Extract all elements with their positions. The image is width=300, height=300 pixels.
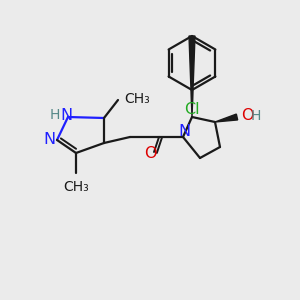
Text: CH₃: CH₃ bbox=[124, 92, 150, 106]
Text: N: N bbox=[178, 124, 190, 139]
Text: H: H bbox=[251, 109, 261, 123]
Text: N: N bbox=[60, 107, 72, 122]
Text: O: O bbox=[241, 109, 253, 124]
Polygon shape bbox=[189, 36, 195, 117]
Text: O: O bbox=[144, 146, 156, 161]
Text: H: H bbox=[50, 108, 60, 122]
Text: CH₃: CH₃ bbox=[63, 180, 89, 194]
Polygon shape bbox=[215, 114, 238, 122]
Text: Cl: Cl bbox=[184, 101, 200, 116]
Text: N: N bbox=[43, 133, 55, 148]
